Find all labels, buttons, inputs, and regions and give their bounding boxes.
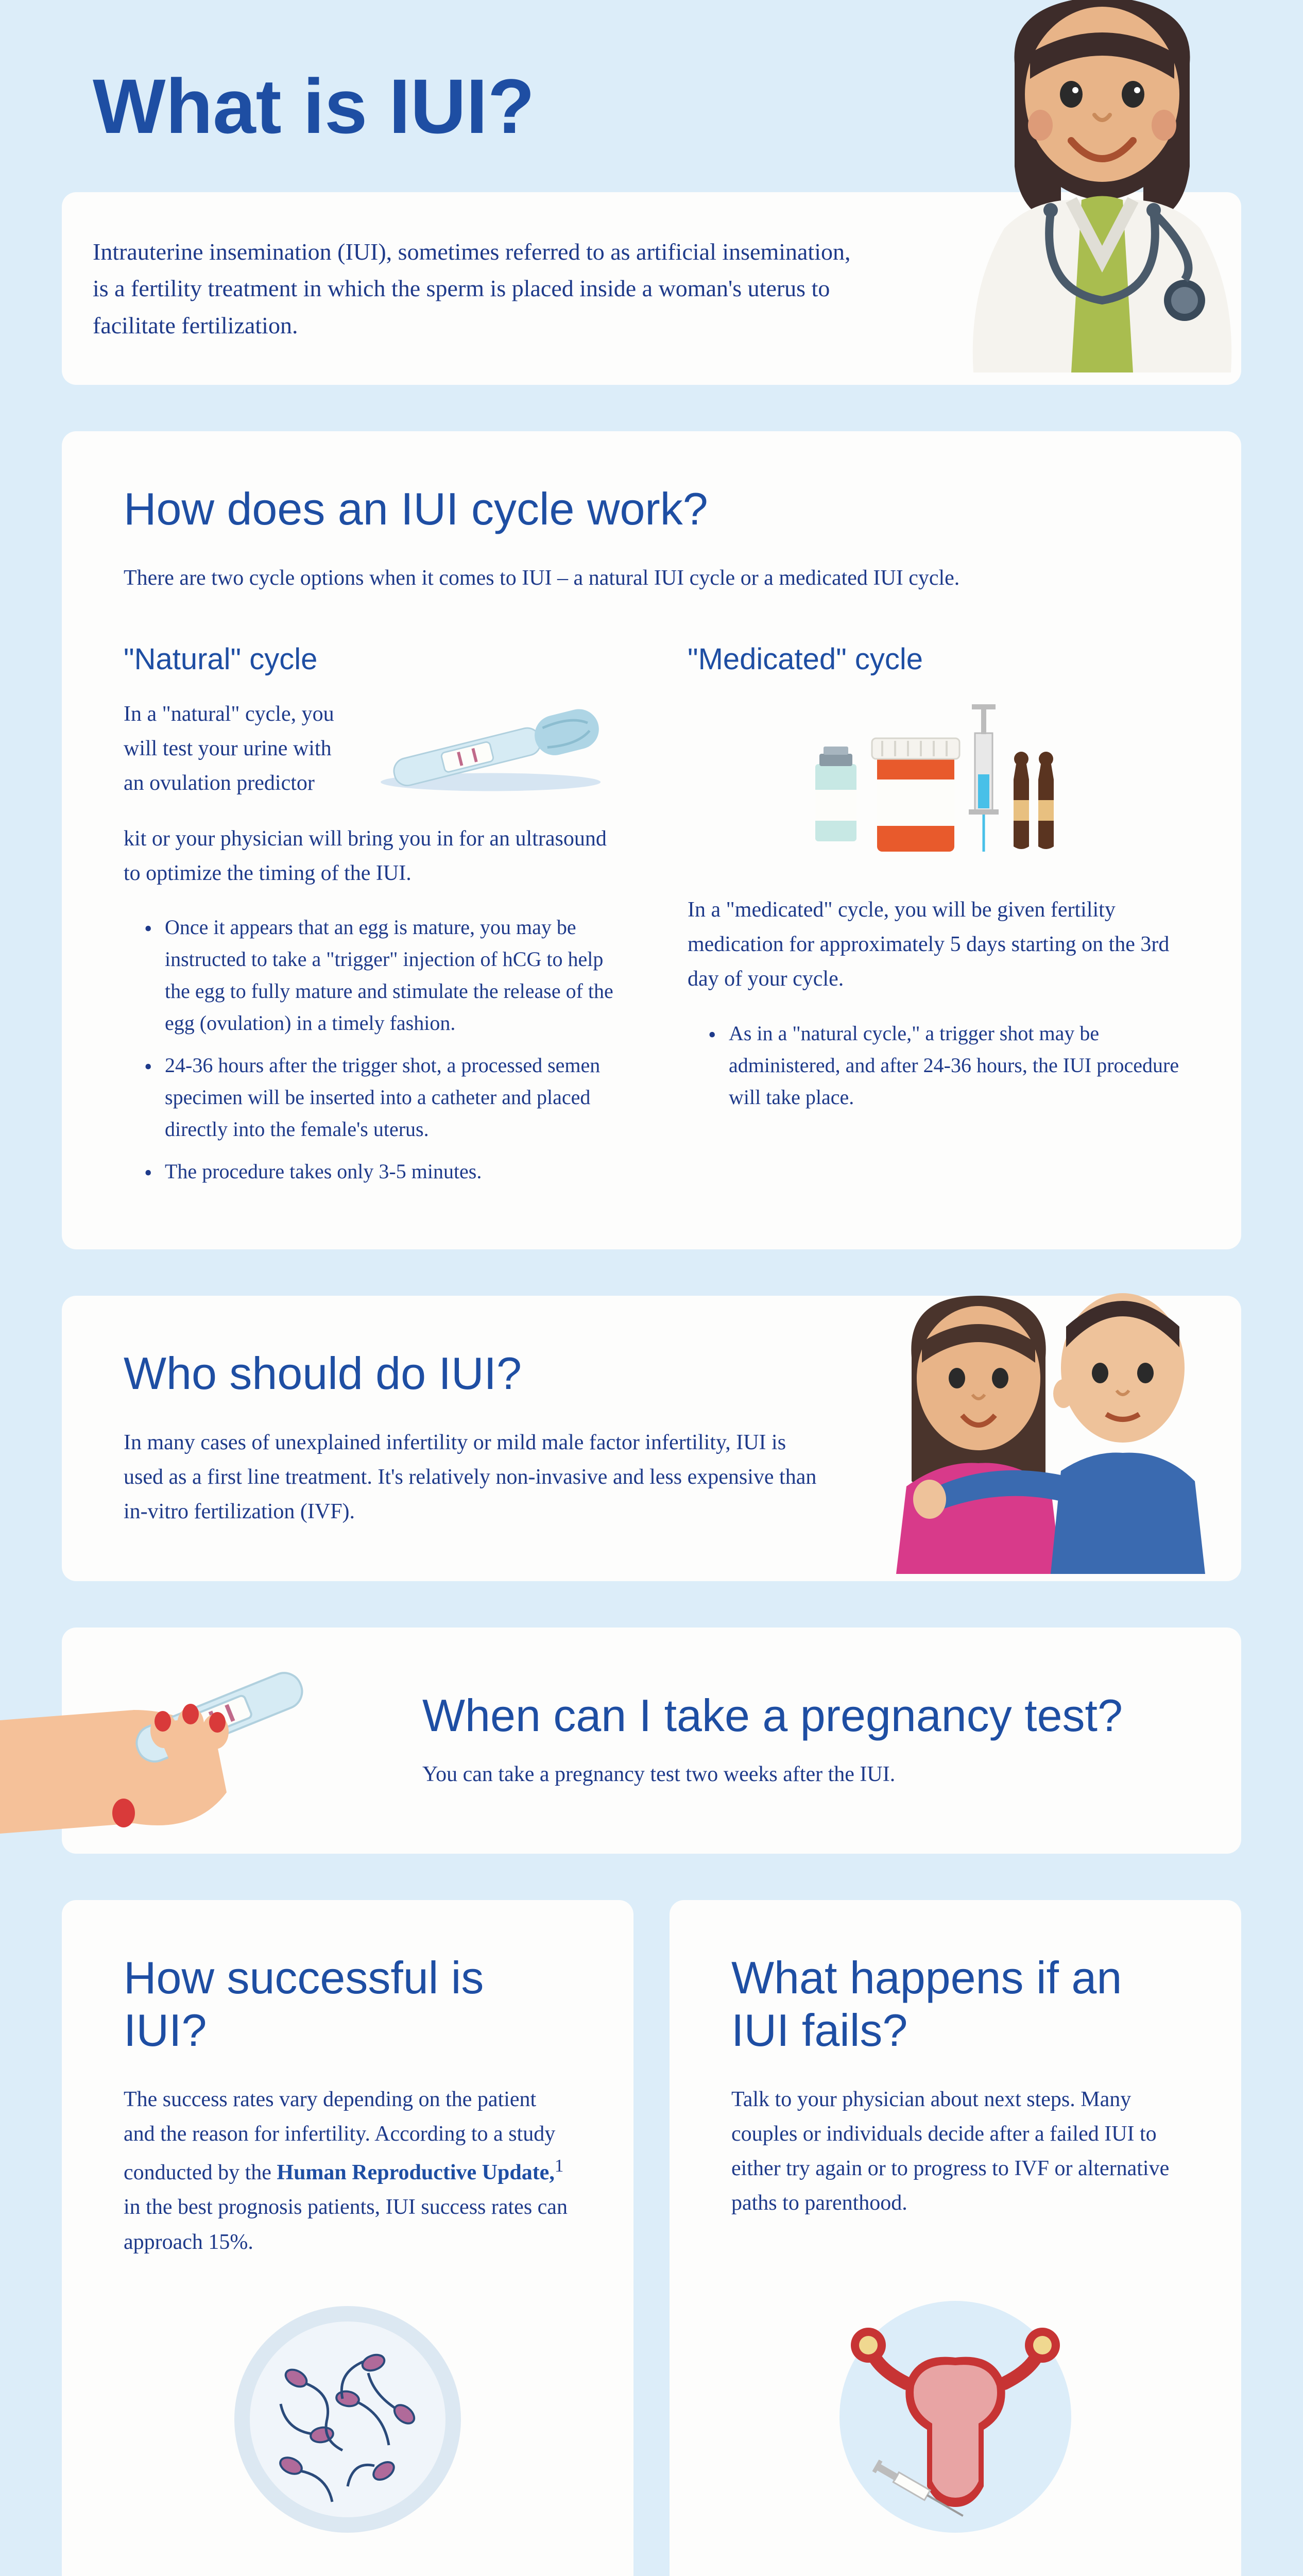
natural-intro-rest: kit or your physician will bring you in … — [124, 822, 615, 891]
sperm-dish-icon — [229, 2301, 466, 2538]
medication-icon — [800, 697, 1068, 862]
medicated-heading: "Medicated" cycle — [688, 642, 1179, 676]
citation-sup: 1 — [555, 2156, 564, 2176]
fail-body: Talk to your physician about next steps.… — [731, 2082, 1179, 2221]
cycle-heading: How does an IUI cycle work? — [124, 483, 1179, 535]
natural-intro-part: In a "natural" cycle, you will test your… — [124, 697, 345, 801]
natural-heading: "Natural" cycle — [124, 642, 615, 676]
cycle-card: How does an IUI cycle work? There are tw… — [62, 431, 1241, 1249]
who-card: Who should do IUI? In many cases of unex… — [62, 1296, 1241, 1581]
medicated-cycle-col: "Medicated" cycle — [688, 642, 1179, 1198]
who-body: In many cases of unexplained infertility… — [124, 1426, 819, 1530]
study-link[interactable]: Human Reproductive Update, — [277, 2161, 554, 2184]
list-item: 24-36 hours after the trigger shot, a pr… — [144, 1049, 615, 1145]
preg-heading: When can I take a pregnancy test? — [422, 1689, 1179, 1742]
list-item: The procedure takes only 3-5 minutes. — [144, 1156, 615, 1188]
preg-body: You can take a pregnancy test two weeks … — [422, 1757, 1179, 1792]
natural-bullets: Once it appears that an egg is mature, y… — [124, 911, 615, 1188]
pregnancy-test-icon — [366, 697, 615, 797]
fail-card: What happens if an IUI fails? Talk to yo… — [670, 1900, 1241, 2576]
intro-card: Intrauterine insemination (IUI), sometim… — [62, 192, 1241, 385]
doctor-icon — [942, 0, 1262, 372]
hand-holding-test-icon — [0, 1648, 371, 1865]
fail-heading: What happens if an IUI fails? — [731, 1952, 1179, 2057]
list-item: Once it appears that an egg is mature, y… — [144, 911, 615, 1039]
intro-text: Intrauterine insemination (IUI), sometim… — [93, 233, 865, 344]
success-body: The success rates vary depending on the … — [124, 2082, 572, 2260]
natural-cycle-col: "Natural" cycle In a "natural" cycle, yo… — [124, 642, 615, 1198]
success-heading: How successful is IUI? — [124, 1952, 572, 2057]
couple-icon — [860, 1265, 1221, 1574]
list-item: As in a "natural cycle," a trigger shot … — [708, 1018, 1179, 1113]
pregnancy-test-card: When can I take a pregnancy test? You ca… — [62, 1628, 1241, 1854]
uterus-iui-icon — [834, 2296, 1076, 2538]
success-card: How successful is IUI? The success rates… — [62, 1900, 633, 2576]
medicated-bullets: As in a "natural cycle," a trigger shot … — [688, 1018, 1179, 1113]
cycle-intro: There are two cycle options when it come… — [124, 561, 1179, 596]
medicated-intro: In a "medicated" cycle, you will be give… — [688, 893, 1179, 997]
